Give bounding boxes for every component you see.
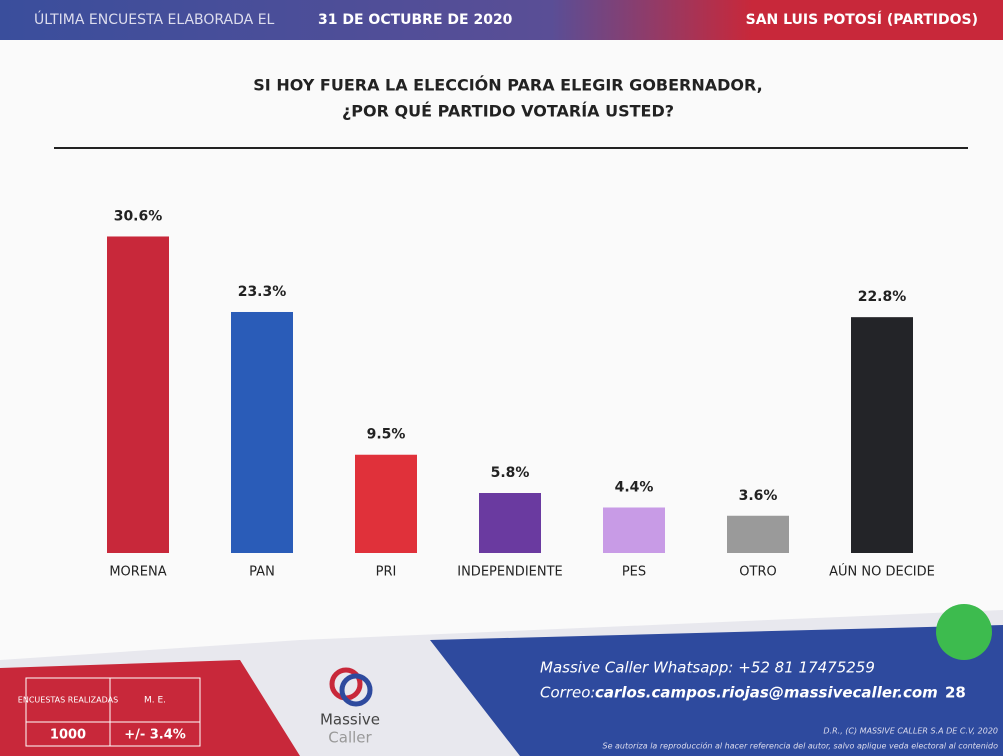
header-band — [0, 0, 1003, 40]
whatsapp-icon — [936, 604, 992, 660]
value-label: 4.4% — [615, 479, 654, 495]
value-label: 23.3% — [238, 284, 287, 300]
bar — [851, 317, 913, 553]
x-tick-label: OTRO — [739, 565, 776, 580]
x-tick-label: PRI — [376, 565, 397, 580]
chart-title: SI HOY FUERA LA ELECCIÓN PARA ELEGIR GOB… — [253, 76, 762, 95]
bar — [107, 236, 169, 553]
x-tick-label: MORENA — [109, 565, 166, 580]
logo-text: Caller — [328, 729, 372, 747]
x-tick-label: AÚN NO DECIDE — [829, 564, 935, 580]
logo-text: Massive — [320, 711, 380, 729]
table-header: M. E. — [144, 696, 166, 706]
x-tick-label: PES — [622, 565, 646, 580]
notice: Se autoriza la reproducción al hacer ref… — [602, 741, 998, 751]
plot: MORENA 30.6% PAN 23.3% PRI 9.5% INDEPENDIENTE 5… — [107, 208, 935, 580]
value-label: 3.6% — [739, 488, 778, 504]
bar — [355, 454, 417, 553]
table-value: 1000 — [50, 728, 86, 743]
footer-red — [0, 660, 300, 756]
value-label: 5.8% — [491, 465, 530, 481]
page-number: 28 — [945, 684, 966, 702]
bar — [727, 515, 789, 553]
footer-blue — [430, 625, 1003, 756]
value-label: 9.5% — [367, 427, 406, 443]
bar — [479, 493, 541, 553]
table-value: +/- 3.4% — [124, 728, 186, 743]
header-date: 31 DE OCTUBRE DE 2020 — [318, 12, 513, 28]
email: carlos.campos.riojas@massivecaller.com — [595, 684, 938, 702]
table-header: ENCUESTAS REALIZADAS — [18, 696, 118, 705]
logo-icon — [339, 673, 373, 707]
bar — [603, 507, 665, 553]
whatsapp: Massive Caller Whatsapp: +52 81 17475259 — [540, 659, 875, 677]
x-tick-label: PAN — [249, 565, 275, 580]
x-tick-label: INDEPENDIENTE — [457, 565, 563, 580]
header-region: SAN LUIS POTOSÍ (PARTIDOS) — [746, 11, 978, 28]
stats-table — [25, 677, 201, 747]
chart-subtitle: ¿POR QUÉ PARTIDO VOTARÍA USTED? — [342, 102, 674, 121]
header-label: ÚLTIMA ENCUESTA ELABORADA EL — [34, 10, 275, 28]
email-label: Correo: — [540, 684, 595, 702]
copyright: D.R., (C) MASSIVE CALLER S.A DE C.V, 202… — [823, 727, 998, 736]
value-label: 22.8% — [858, 289, 907, 305]
bar — [231, 311, 293, 553]
value-label: 30.6% — [114, 208, 163, 224]
